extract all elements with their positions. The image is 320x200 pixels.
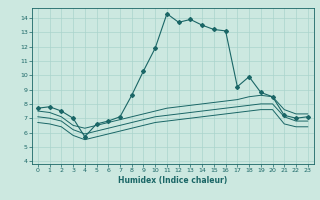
X-axis label: Humidex (Indice chaleur): Humidex (Indice chaleur) xyxy=(118,176,228,185)
